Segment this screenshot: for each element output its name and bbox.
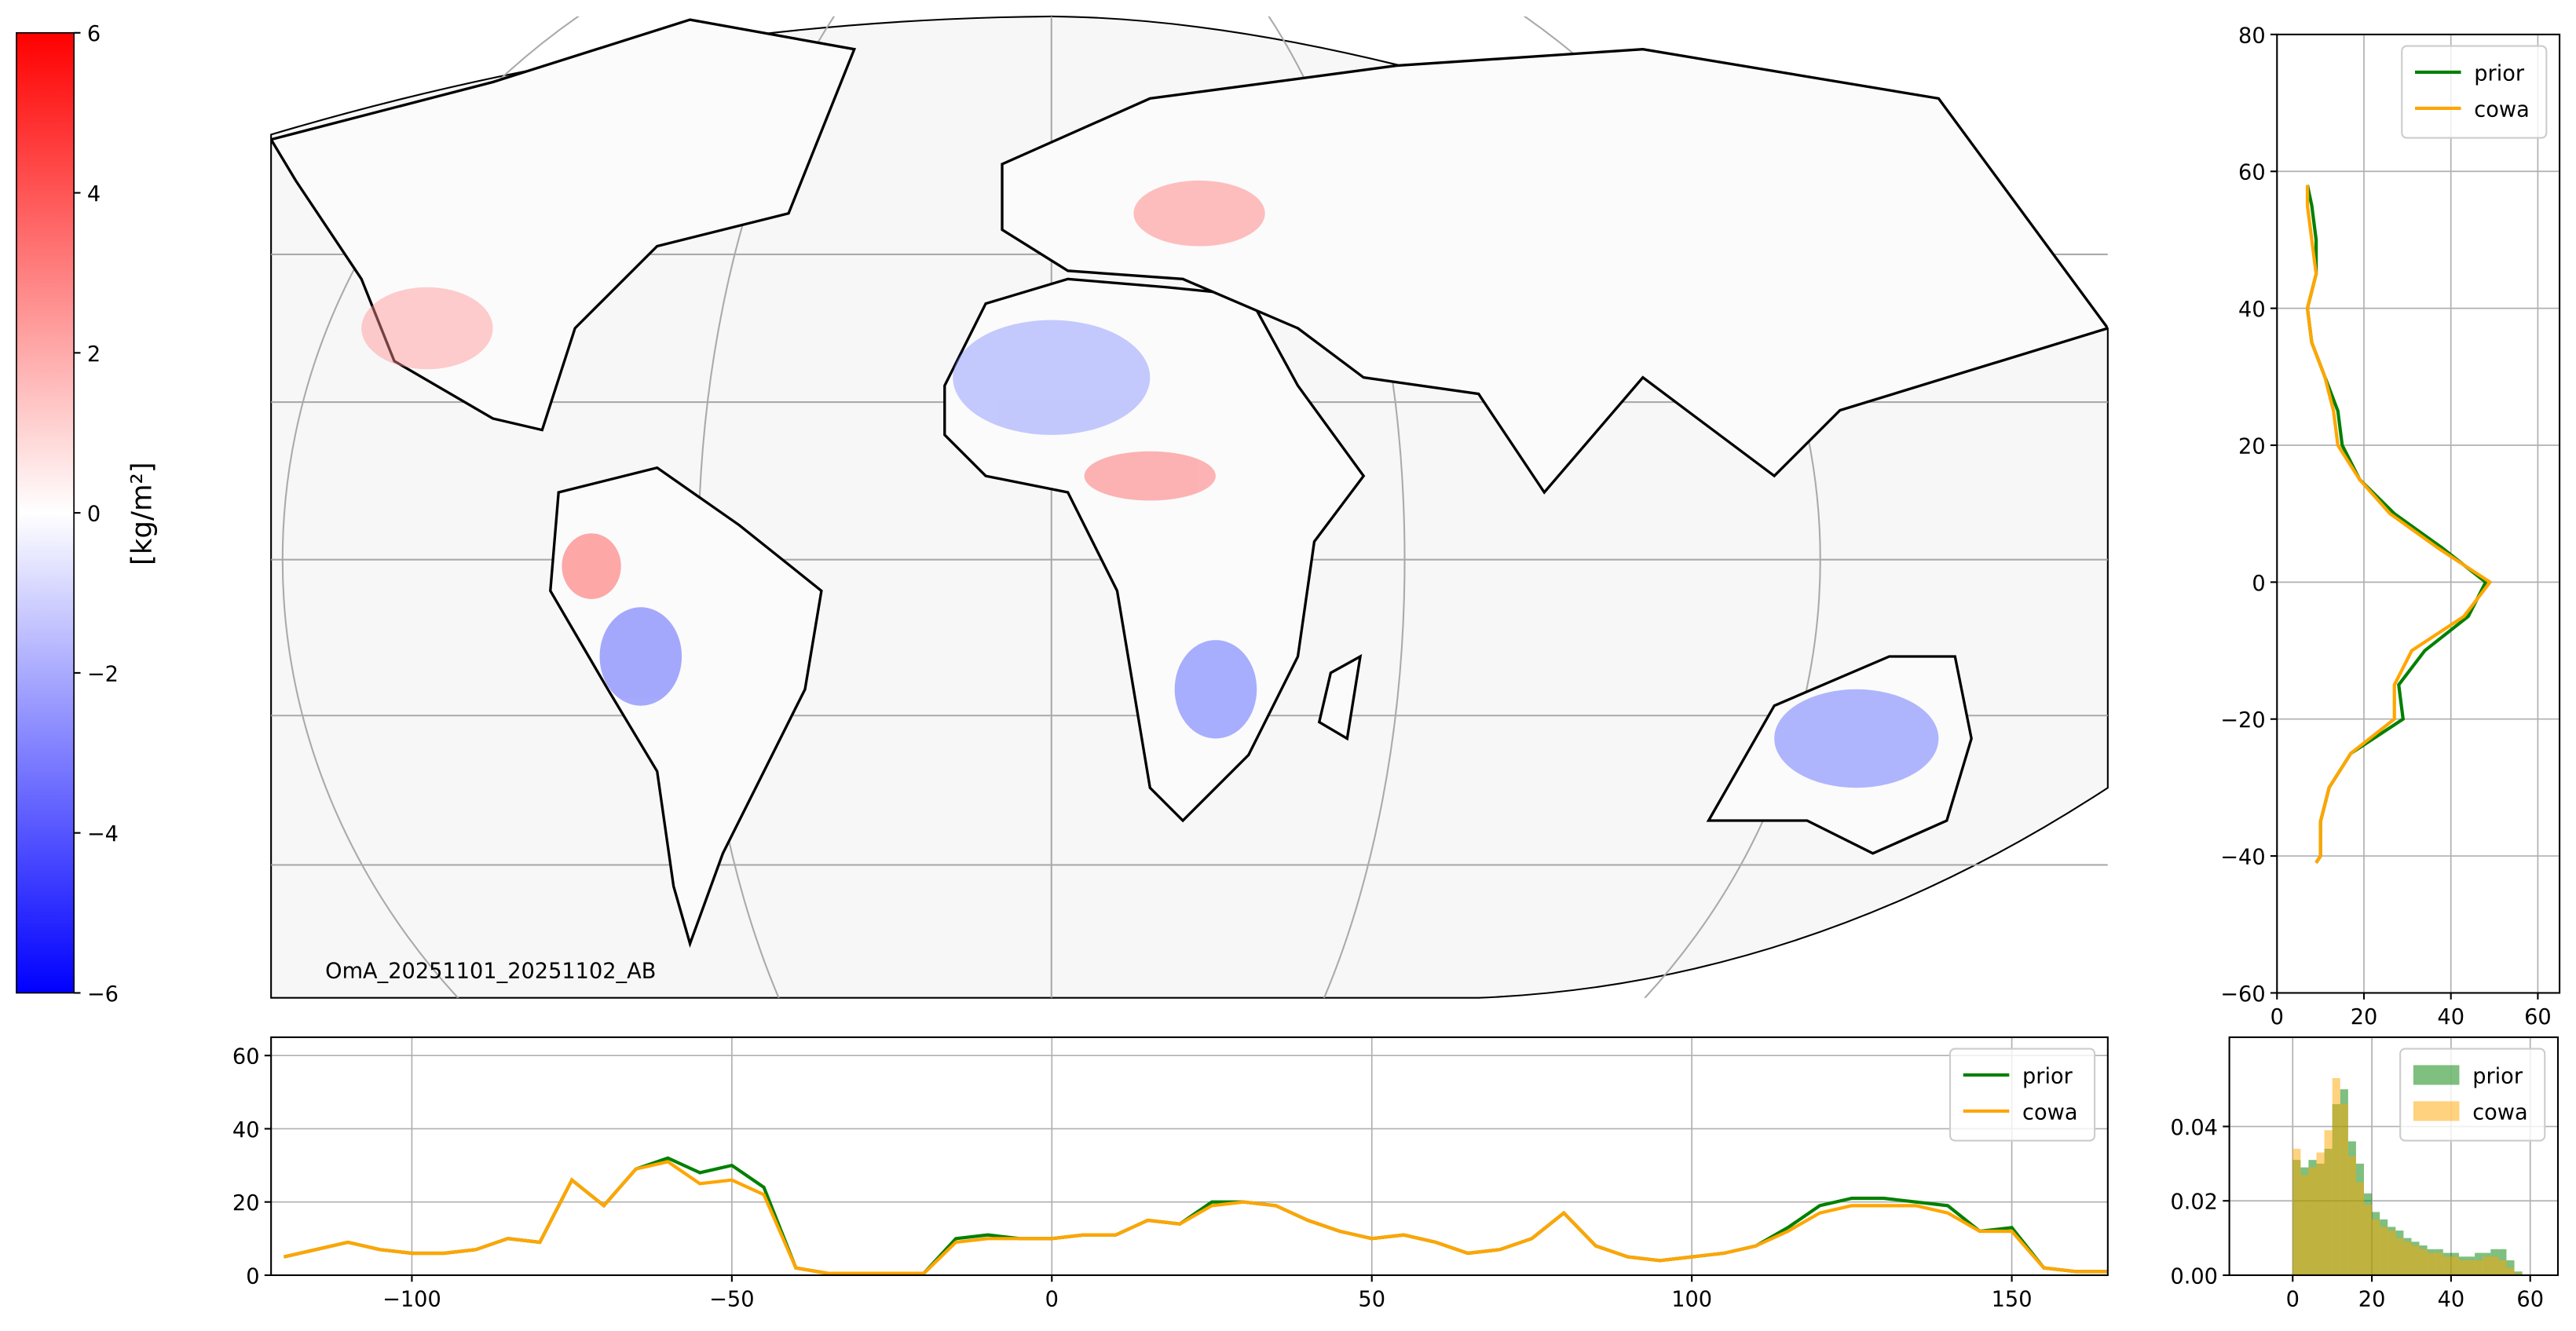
y-tick-label: −60 xyxy=(2220,982,2265,1007)
line-series xyxy=(2305,185,2488,864)
colorbar-tick-label: −2 xyxy=(87,662,119,686)
y-tick-label: 60 xyxy=(2238,161,2266,185)
x-tick-label: 0 xyxy=(2270,1005,2284,1029)
x-tick-label: −100 xyxy=(382,1288,441,1312)
histogram-bar xyxy=(2332,1077,2340,1275)
histogram-bar xyxy=(2380,1227,2388,1275)
x-tick-label: 60 xyxy=(2524,1005,2552,1029)
histogram-bar xyxy=(2467,1260,2475,1275)
axes: −100 −50 0 50 100 150 0 20 40 60 prior cowa xyxy=(232,1036,2109,1312)
colorbar-tick-label: 6 xyxy=(87,22,101,46)
histogram-bar xyxy=(2514,1273,2523,1275)
histogram-bar xyxy=(2347,1156,2356,1275)
legend-box xyxy=(2399,1048,2546,1142)
legend-swatch xyxy=(2413,1101,2460,1121)
line-series xyxy=(283,1160,2108,1275)
histogram-bar xyxy=(2450,1256,2459,1275)
y-tick-label: 20 xyxy=(2238,434,2266,459)
x-tick-label: 60 xyxy=(2516,1288,2544,1312)
colorbar-tick-label: 2 xyxy=(87,342,101,367)
legend-label: cowa xyxy=(2474,97,2529,122)
x-tick-label: 40 xyxy=(2438,1288,2465,1312)
axes-frame xyxy=(2276,33,2561,994)
y-tick-label: 80 xyxy=(2238,24,2266,48)
histogram-bar xyxy=(2458,1260,2468,1275)
legend-swatch xyxy=(2413,1065,2460,1085)
y-tick-label: −40 xyxy=(2220,846,2265,870)
histogram-bar xyxy=(2340,1104,2348,1275)
histogram-bar xyxy=(2411,1245,2420,1275)
x-tick-label: −50 xyxy=(709,1288,754,1312)
axes-frame xyxy=(2228,1036,2560,1276)
histogram-bar xyxy=(2324,1130,2333,1275)
legend-label: prior xyxy=(2472,1064,2523,1088)
axes-frame xyxy=(270,1036,2109,1276)
x-tick-label: 0 xyxy=(1045,1288,1059,1312)
colorbar-tick-label: −6 xyxy=(87,982,119,1007)
legend-box xyxy=(2401,45,2548,139)
colorbar xyxy=(16,31,75,994)
legend-label: cowa xyxy=(2022,1100,2077,1124)
map-anomalies xyxy=(361,180,1939,788)
histogram-bar xyxy=(2490,1256,2499,1275)
histogram-bar xyxy=(2300,1175,2309,1275)
legend-label: cowa xyxy=(2472,1100,2527,1124)
x-tick-label: 100 xyxy=(1671,1288,1712,1312)
axes: 0 20 40 60 −60 −40 −20 0 20 40 60 80 prior cowa xyxy=(2220,24,2561,1029)
histogram-bar xyxy=(2292,1148,2301,1275)
coastlines xyxy=(271,18,2108,949)
legend-label: prior xyxy=(2022,1064,2073,1088)
histogram-bar xyxy=(2419,1249,2428,1275)
x-tick-label: 20 xyxy=(2351,1005,2378,1029)
x-tick-label: 150 xyxy=(1992,1288,2033,1312)
x-tick-label: 50 xyxy=(1358,1288,1385,1312)
y-tick-label: 0 xyxy=(246,1264,259,1289)
y-tick-label: 40 xyxy=(2238,298,2266,322)
map-panel: OmA_20251101_20251102_AB xyxy=(270,15,2109,999)
y-tick-label: 0 xyxy=(2252,572,2265,596)
y-tick-label: 0.04 xyxy=(2170,1116,2218,1140)
x-tick-label: 40 xyxy=(2437,1005,2464,1029)
histogram-bar xyxy=(2442,1256,2451,1275)
histogram-bar xyxy=(2435,1252,2443,1275)
histogram-bar xyxy=(2308,1167,2317,1275)
histogram-bar xyxy=(2427,1252,2435,1275)
x-tick-label: 20 xyxy=(2358,1288,2386,1312)
histogram-bar xyxy=(2475,1260,2483,1275)
histogram-bar xyxy=(2316,1152,2325,1275)
colorbar-tick-label: 4 xyxy=(87,182,101,207)
histogram-bar xyxy=(2355,1182,2365,1275)
colorbar-tick-label: −4 xyxy=(87,822,119,847)
histogram-bar xyxy=(2364,1204,2373,1275)
axes: 0 20 40 60 0.00 0.02 0.04 prior cowa xyxy=(2170,1036,2560,1312)
histogram-bar xyxy=(2372,1219,2380,1275)
y-tick-label: 40 xyxy=(232,1118,260,1143)
histogram-bar xyxy=(2388,1230,2396,1275)
map-annotation: OmA_20251101_20251102_AB xyxy=(325,960,656,984)
histogram-bar xyxy=(2403,1241,2412,1275)
colorbar-label: [kg/m²] xyxy=(126,462,158,565)
histogram-bar xyxy=(2506,1267,2515,1275)
y-tick-label: 0.02 xyxy=(2170,1190,2218,1215)
legend-box xyxy=(1948,1048,2096,1142)
y-tick-label: 20 xyxy=(232,1191,260,1216)
line-series xyxy=(2305,185,2493,864)
x-tick-label: 0 xyxy=(2286,1288,2300,1312)
legend-label: prior xyxy=(2474,61,2525,86)
y-tick-label: 60 xyxy=(232,1045,260,1070)
histogram-bar xyxy=(2483,1256,2491,1275)
histogram-bar xyxy=(2498,1260,2507,1275)
colorbar-tick-label: 0 xyxy=(87,503,101,527)
y-tick-label: 0.00 xyxy=(2170,1264,2218,1289)
y-tick-label: −20 xyxy=(2220,708,2265,733)
histogram-bar xyxy=(2395,1238,2404,1275)
